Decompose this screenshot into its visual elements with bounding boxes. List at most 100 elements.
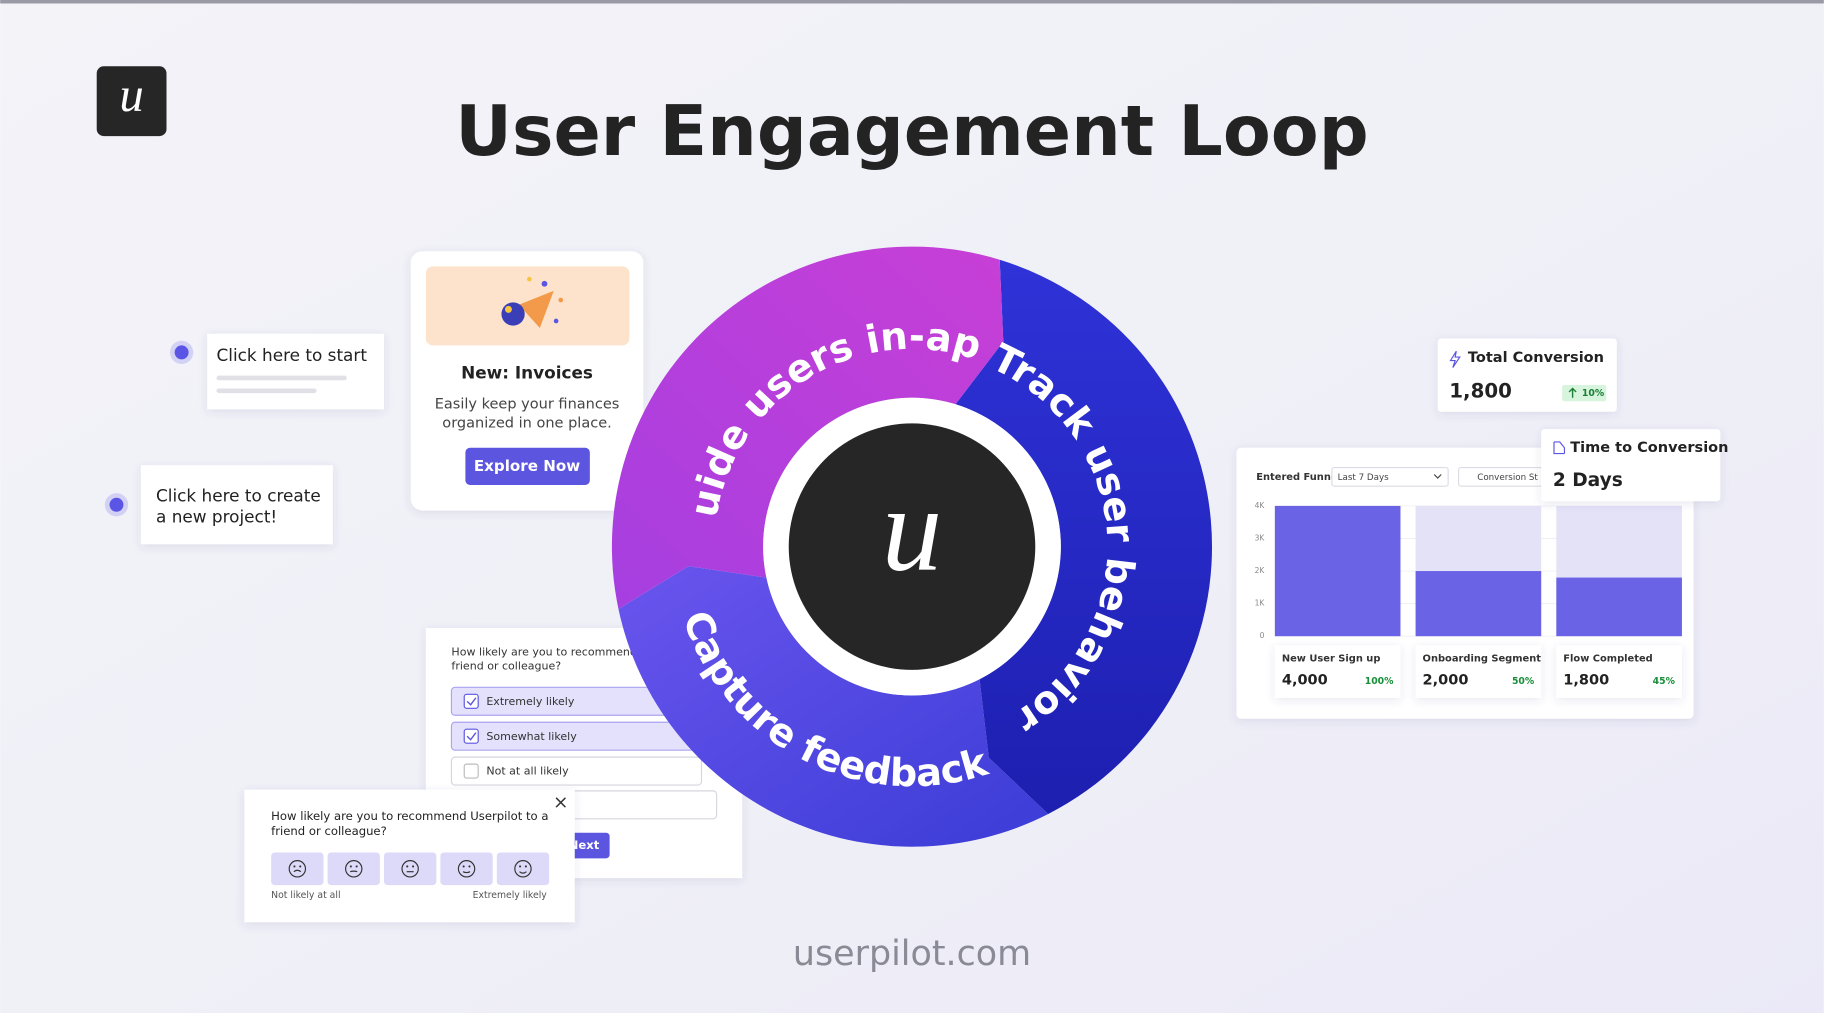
step-name: Flow Completed [1563, 653, 1652, 664]
cta-button[interactable] [465, 447, 590, 485]
metric-card [1541, 429, 1721, 502]
rating-eye [299, 865, 302, 868]
step-card [1556, 645, 1682, 698]
center-logo-letter: u [882, 463, 942, 597]
rating-eye [524, 865, 527, 868]
survey-option-label: Extremely likely [486, 695, 575, 708]
rating-button[interactable] [383, 852, 437, 886]
rating-eye [406, 865, 409, 868]
step-share: 100% [1365, 676, 1394, 687]
y-tick-label: 3K [1255, 533, 1266, 542]
checkbox [463, 728, 479, 744]
scale-low-label: Not likely at all [271, 890, 340, 901]
bar [1556, 577, 1682, 637]
step-share: 50% [1512, 676, 1535, 687]
rating-face [457, 860, 476, 878]
step-card [1274, 645, 1401, 698]
close-button[interactable] [555, 797, 566, 808]
rating-button[interactable] [496, 852, 550, 886]
survey-option-label: Somewhat likely [486, 730, 577, 743]
metric-value: 2 Days [1553, 470, 1623, 491]
rating-face [401, 860, 419, 878]
footer-url: userpilot.com [793, 934, 1031, 974]
rating-button[interactable] [327, 852, 380, 886]
placeholder-line [216, 375, 347, 381]
metric-icon [1449, 350, 1461, 368]
next-label[interactable]: Next [569, 838, 600, 852]
rating-eye [412, 865, 415, 868]
hotspot[interactable] [109, 497, 124, 512]
change-value: 10% [1582, 388, 1605, 399]
nps-question: How likely are you to recommend Userpilo… [271, 809, 548, 823]
checkbox [463, 763, 479, 779]
metric-icon [1553, 441, 1566, 455]
loop-segment [611, 246, 1004, 609]
step-value: 1,800 [1563, 672, 1609, 688]
rating-eye [519, 865, 522, 868]
y-tick-label: 1K [1255, 599, 1266, 608]
party-popper [501, 276, 564, 328]
y-tick-label: 4K [1255, 501, 1266, 510]
rating-eye [355, 865, 358, 868]
check-mark [466, 732, 477, 741]
rating-eye [293, 865, 296, 868]
rating-eye [349, 865, 352, 868]
funnel-title: Entered Funnel [1256, 472, 1341, 483]
rating-face [288, 860, 307, 878]
bar [1274, 505, 1401, 637]
checkbox [463, 693, 479, 709]
rating-face [514, 860, 532, 878]
rating-mouth [519, 871, 527, 874]
rating-eye [468, 865, 471, 868]
nps-question: friend or colleague? [271, 824, 387, 838]
step-card [1415, 645, 1542, 698]
y-tick-label: 0 [1260, 631, 1265, 640]
rating-mouth [293, 869, 302, 873]
tooltip-text: Click here to create [156, 486, 321, 506]
range-dropdown[interactable] [1331, 466, 1449, 487]
rating-button[interactable] [440, 852, 493, 886]
title: User Engagement Loop [455, 91, 1368, 172]
top-border [0, 0, 1824, 4]
metric-label: Time to Conversion [1570, 440, 1728, 456]
dropdown-chevron [1433, 474, 1442, 479]
view-label[interactable]: Conversion St [1477, 473, 1538, 483]
bar [1415, 571, 1542, 637]
step-share: 45% [1653, 676, 1676, 687]
rating-mouth [462, 871, 471, 874]
survey-question: How likely are you to recommend [451, 645, 636, 658]
survey-option-label: Not at all likely [486, 765, 569, 778]
rating-eye [462, 865, 465, 868]
logo [96, 66, 167, 137]
announcement-body: Easily keep your finances [435, 397, 620, 413]
rating-mouth [350, 870, 358, 873]
range-label[interactable]: Last 7 Days [1338, 473, 1389, 483]
logo-letter: u [119, 67, 143, 122]
metric-label: Total Conversion [1468, 350, 1604, 366]
tooltip-card [207, 333, 384, 410]
rating-face [345, 860, 363, 878]
loop-segment [955, 259, 1213, 815]
y-tick-label: 2K [1255, 566, 1266, 575]
tooltip-text: a new project! [156, 507, 277, 527]
announcement-body: organized in one place. [442, 415, 611, 431]
step-value: 4,000 [1282, 672, 1328, 688]
hotspot[interactable] [174, 345, 189, 360]
rating-button[interactable] [271, 852, 324, 886]
placeholder-line [216, 388, 317, 394]
survey-option[interactable] [450, 756, 703, 786]
tooltip-card [140, 465, 333, 545]
loop-segment [618, 566, 1049, 847]
step-name: Onboarding Segment [1423, 653, 1542, 664]
step-name: New User Sign up [1282, 653, 1381, 664]
step-value: 2,000 [1423, 672, 1469, 688]
announcement-title: New: Invoices [461, 362, 593, 382]
survey-question: friend or colleague? [451, 659, 561, 672]
tooltip-text: Click here to start [217, 345, 368, 365]
cta-label[interactable]: Explore Now [474, 457, 580, 475]
scale-high-label: Extremely likely [473, 890, 548, 901]
up-arrow [1568, 387, 1577, 398]
check-mark [466, 697, 477, 706]
